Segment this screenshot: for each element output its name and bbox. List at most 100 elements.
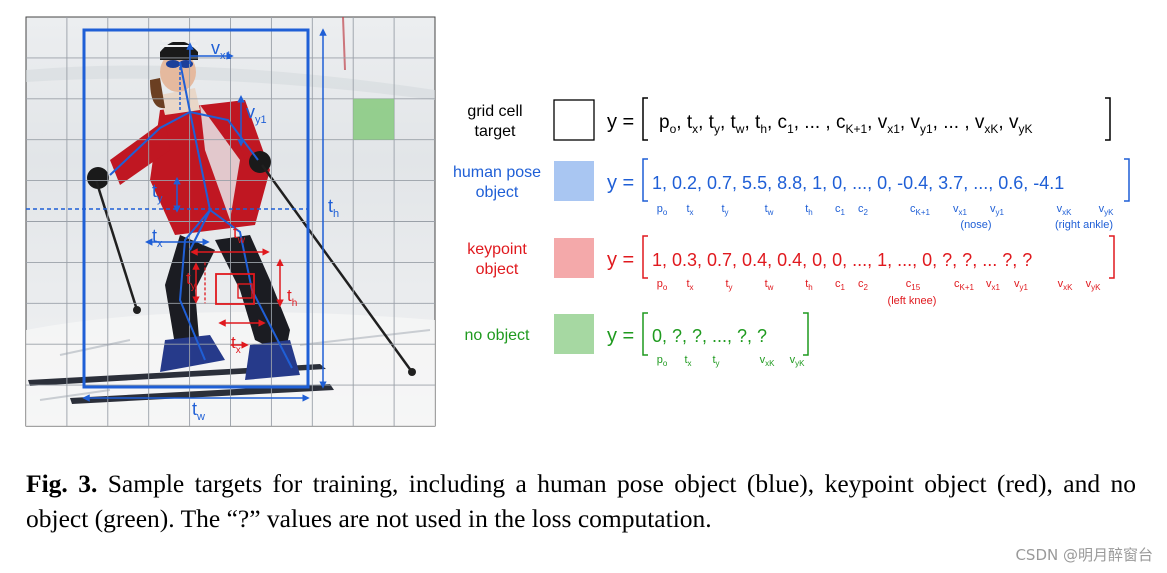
note-left-knee: (left knee) [888, 295, 937, 307]
value-subscript: tx [684, 354, 691, 368]
row-label: no object [465, 327, 530, 344]
formula-subscript: x [692, 122, 698, 136]
row-grid-cell-target: grid cell target y = po, tx, ty, tw, th,… [467, 97, 1111, 141]
value-subscript: tx [686, 203, 693, 217]
no-object-cell [353, 98, 395, 140]
value-subscript: c1 [835, 203, 846, 217]
value-subscript: th [805, 203, 813, 217]
figure-3: vx1 vy1 ty tx th tw tw ty th tx grid cel… [25, 16, 1130, 427]
row-keypoint-object: keypoint object y = 1, 0.3, 0.7, 0.4, 0.… [467, 235, 1115, 307]
row-swatch [553, 99, 595, 141]
formula-subscript: x1 [887, 122, 900, 136]
formula-term: , t [698, 112, 715, 133]
value-subscript: vxK [1058, 278, 1074, 292]
row-label: object [476, 184, 519, 201]
value-subscript: vxK [1057, 203, 1073, 217]
keypoint-box [190, 248, 284, 349]
value-subscript: c1 [835, 278, 846, 292]
row-label: grid cell [467, 103, 522, 120]
value-subscript: vy1 [990, 203, 1005, 217]
label-vx1: vx1 [211, 38, 232, 62]
label-vy1: vy1 [246, 102, 267, 126]
row-swatch [554, 238, 594, 278]
formula-term: , t [744, 112, 761, 133]
value-subscript: po [657, 203, 668, 217]
formula-subscript: xK [984, 122, 998, 136]
value-subscript: c15 [906, 278, 921, 292]
formula-subscript: h [760, 122, 767, 136]
caption-text: Sample targets for training, including a… [26, 469, 1136, 533]
row-no-object: no object y = 0, ?, ?, ..., ?, ? po tx ty v… [465, 312, 809, 368]
target-values: 1, 0.3, 0.7, 0.4, 0.4, 0, 0, ..., 1, ...… [652, 250, 1032, 270]
label-keypoint-ty: ty [186, 269, 196, 292]
formula-term: , ... , c [794, 112, 846, 133]
value-subscript: vxK [760, 354, 776, 368]
value-subscript: tw [765, 203, 774, 217]
row-label: keypoint [467, 241, 527, 258]
formula-subscript: 1 [787, 122, 794, 136]
formula-term: , t [676, 112, 693, 133]
formula-term: , v [867, 112, 888, 133]
formula-term: , ... , v [933, 112, 985, 133]
label-keypoint-th: th [287, 286, 297, 309]
caption-fig-label: Fig. 3. [26, 469, 98, 498]
value-subscript: cK+1 [910, 203, 931, 217]
row-swatch [554, 161, 594, 201]
row-human-pose-object: human pose object y = 1, 0.2, 0.7, 5.5, … [453, 158, 1130, 231]
row-swatch [554, 314, 594, 354]
formula-subscript: o [670, 122, 677, 136]
label-tw: tw [192, 399, 205, 423]
value-subscript: vyK [1099, 203, 1115, 217]
value-subscript: tw [765, 278, 774, 292]
target-values: 0, ?, ?, ..., ?, ? [652, 326, 767, 346]
value-subscript: vx1 [953, 203, 968, 217]
formula-term: p [659, 112, 670, 133]
y-equals: y = [607, 249, 634, 271]
label-keypoint-tx: tx [231, 333, 241, 356]
label-th: th [328, 196, 339, 220]
value-subscript: vyK [790, 354, 806, 368]
value-subscript: c2 [858, 278, 869, 292]
formula-term: , v [998, 112, 1019, 133]
formula-subscript: K+1 [845, 122, 867, 136]
y-equals: y = [607, 325, 634, 347]
value-subscripts: po tx ty tw th c1 c2 cK+1 vx1 vy1 vxK vyK [657, 203, 1114, 217]
formula-subscript: y1 [920, 122, 933, 136]
row-label: object [476, 261, 519, 278]
value-subscript: ty [712, 354, 719, 368]
row-label: human pose [453, 164, 541, 181]
grid-overlay [26, 17, 435, 426]
figure-caption: Fig. 3. Sample targets for training, inc… [26, 466, 1136, 536]
note-right-ankle: (right ankle) [1055, 219, 1113, 231]
value-subscript: vx1 [986, 278, 1001, 292]
label-ty: ty [152, 181, 163, 205]
label-keypoint-tw: tw [233, 223, 246, 246]
target-values: 1, 0.2, 0.7, 5.5, 8.8, 1, 0, ..., 0, -0.… [652, 173, 1064, 193]
row-label: target [475, 123, 516, 140]
formula-subscript: y [714, 122, 720, 136]
value-subscript: th [805, 278, 813, 292]
value-subscript: ty [725, 278, 732, 292]
formula-term: , v [900, 112, 921, 133]
value-subscripts: po tx ty tw th c1 c2 c15 cK+1 vx1 vy1 vxK vyK [657, 278, 1101, 292]
value-subscript: c2 [858, 203, 869, 217]
y-equals: y = [607, 111, 634, 133]
value-subscripts: po tx ty vxK vyK [657, 354, 805, 368]
value-subscript: tx [686, 278, 693, 292]
formula-term: , t [720, 112, 737, 133]
value-subscript: cK+1 [954, 278, 975, 292]
value-subscript: vy1 [1014, 278, 1029, 292]
formula-subscript: w [735, 122, 745, 136]
y-equals: y = [607, 172, 634, 194]
skier-photo: vx1 vy1 ty tx th tw tw ty th tx [25, 16, 436, 427]
note-nose: (nose) [960, 219, 991, 231]
value-subscript: ty [721, 203, 728, 217]
value-subscript: vyK [1086, 278, 1102, 292]
label-tx: tx [152, 226, 163, 250]
formula-term: , c [767, 112, 787, 133]
value-subscript: po [657, 278, 668, 292]
formula-subscript: yK [1018, 122, 1032, 136]
target-formula: po, tx, ty, tw, th, c1, ... , cK+1, vx1,… [659, 112, 1033, 136]
value-subscript: po [657, 354, 668, 368]
watermark: CSDN @明月醉窗台 [1015, 546, 1153, 564]
